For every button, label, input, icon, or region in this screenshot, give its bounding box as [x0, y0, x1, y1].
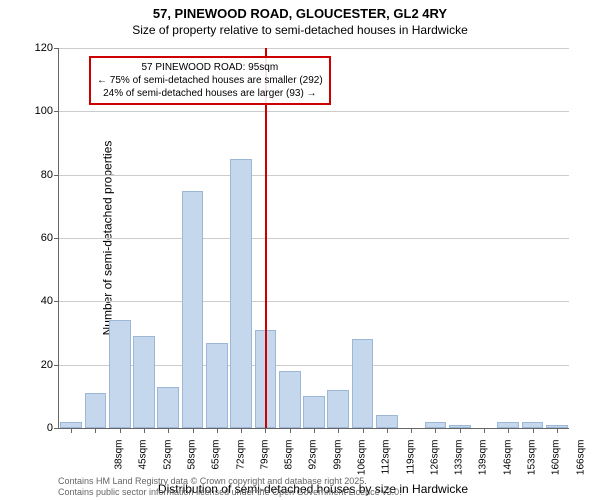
histogram-bar	[157, 387, 179, 428]
footnote-line1: Contains HM Land Registry data © Crown c…	[58, 476, 402, 487]
xtick-mark	[557, 428, 558, 433]
annotation-box: 57 PINEWOOD ROAD: 95sqm← 75% of semi-det…	[89, 56, 331, 105]
xtick-mark	[241, 428, 242, 433]
ytick-mark	[54, 428, 59, 429]
xtick-mark	[217, 428, 218, 433]
ytick-label: 40	[23, 295, 53, 307]
ytick-mark	[54, 301, 59, 302]
ytick-label: 80	[23, 169, 53, 181]
histogram-bar	[109, 320, 131, 428]
ytick-label: 60	[23, 232, 53, 244]
annotation-line1: 57 PINEWOOD ROAD: 95sqm	[97, 61, 323, 74]
histogram-bar	[327, 390, 349, 428]
xtick-mark	[95, 428, 96, 433]
ytick-label: 100	[23, 105, 53, 117]
xtick-mark	[193, 428, 194, 433]
chart-subtitle: Size of property relative to semi-detach…	[0, 23, 600, 41]
ytick-label: 120	[23, 42, 53, 54]
property-marker-line	[265, 48, 267, 428]
ytick-mark	[54, 365, 59, 366]
xtick-mark	[508, 428, 509, 433]
histogram-bar	[352, 339, 374, 428]
ytick-label: 20	[23, 359, 53, 371]
footnote: Contains HM Land Registry data © Crown c…	[58, 476, 402, 498]
xtick-mark	[460, 428, 461, 433]
xtick-mark	[435, 428, 436, 433]
xtick-mark	[290, 428, 291, 433]
xtick-mark	[144, 428, 145, 433]
xtick-mark	[411, 428, 412, 433]
xtick-mark	[71, 428, 72, 433]
ytick-mark	[54, 175, 59, 176]
histogram-bar	[182, 191, 204, 429]
xtick-mark	[338, 428, 339, 433]
chart-container: 57, PINEWOOD ROAD, GLOUCESTER, GL2 4RY S…	[0, 0, 600, 500]
grid-line	[59, 301, 569, 302]
histogram-bar	[303, 396, 325, 428]
ytick-mark	[54, 238, 59, 239]
xtick-mark	[484, 428, 485, 433]
xtick-mark	[533, 428, 534, 433]
histogram-bar	[85, 393, 107, 428]
annotation-line2: ← 75% of semi-detached houses are smalle…	[97, 74, 323, 87]
histogram-bar	[279, 371, 301, 428]
histogram-bar	[206, 343, 228, 429]
chart-area: Number of semi-detached properties 38sqm…	[58, 48, 568, 428]
xtick-mark	[120, 428, 121, 433]
ytick-label: 0	[23, 422, 53, 434]
grid-line	[59, 175, 569, 176]
footnote-line2: Contains public sector information licen…	[58, 487, 402, 498]
ytick-mark	[54, 48, 59, 49]
histogram-bar	[230, 159, 252, 428]
grid-line	[59, 238, 569, 239]
histogram-bar	[133, 336, 155, 428]
chart-title: 57, PINEWOOD ROAD, GLOUCESTER, GL2 4RY	[0, 0, 600, 23]
xtick-mark	[168, 428, 169, 433]
grid-line	[59, 111, 569, 112]
xtick-mark	[314, 428, 315, 433]
xtick-mark	[363, 428, 364, 433]
histogram-bar	[376, 415, 398, 428]
xtick-mark	[265, 428, 266, 433]
plot-region: 38sqm45sqm52sqm58sqm65sqm72sqm79sqm85sqm…	[58, 48, 569, 429]
xtick-mark	[387, 428, 388, 433]
grid-line	[59, 48, 569, 49]
ytick-mark	[54, 111, 59, 112]
annotation-line3: 24% of semi-detached houses are larger (…	[97, 87, 323, 100]
xtick-label: 166sqm	[575, 440, 586, 490]
